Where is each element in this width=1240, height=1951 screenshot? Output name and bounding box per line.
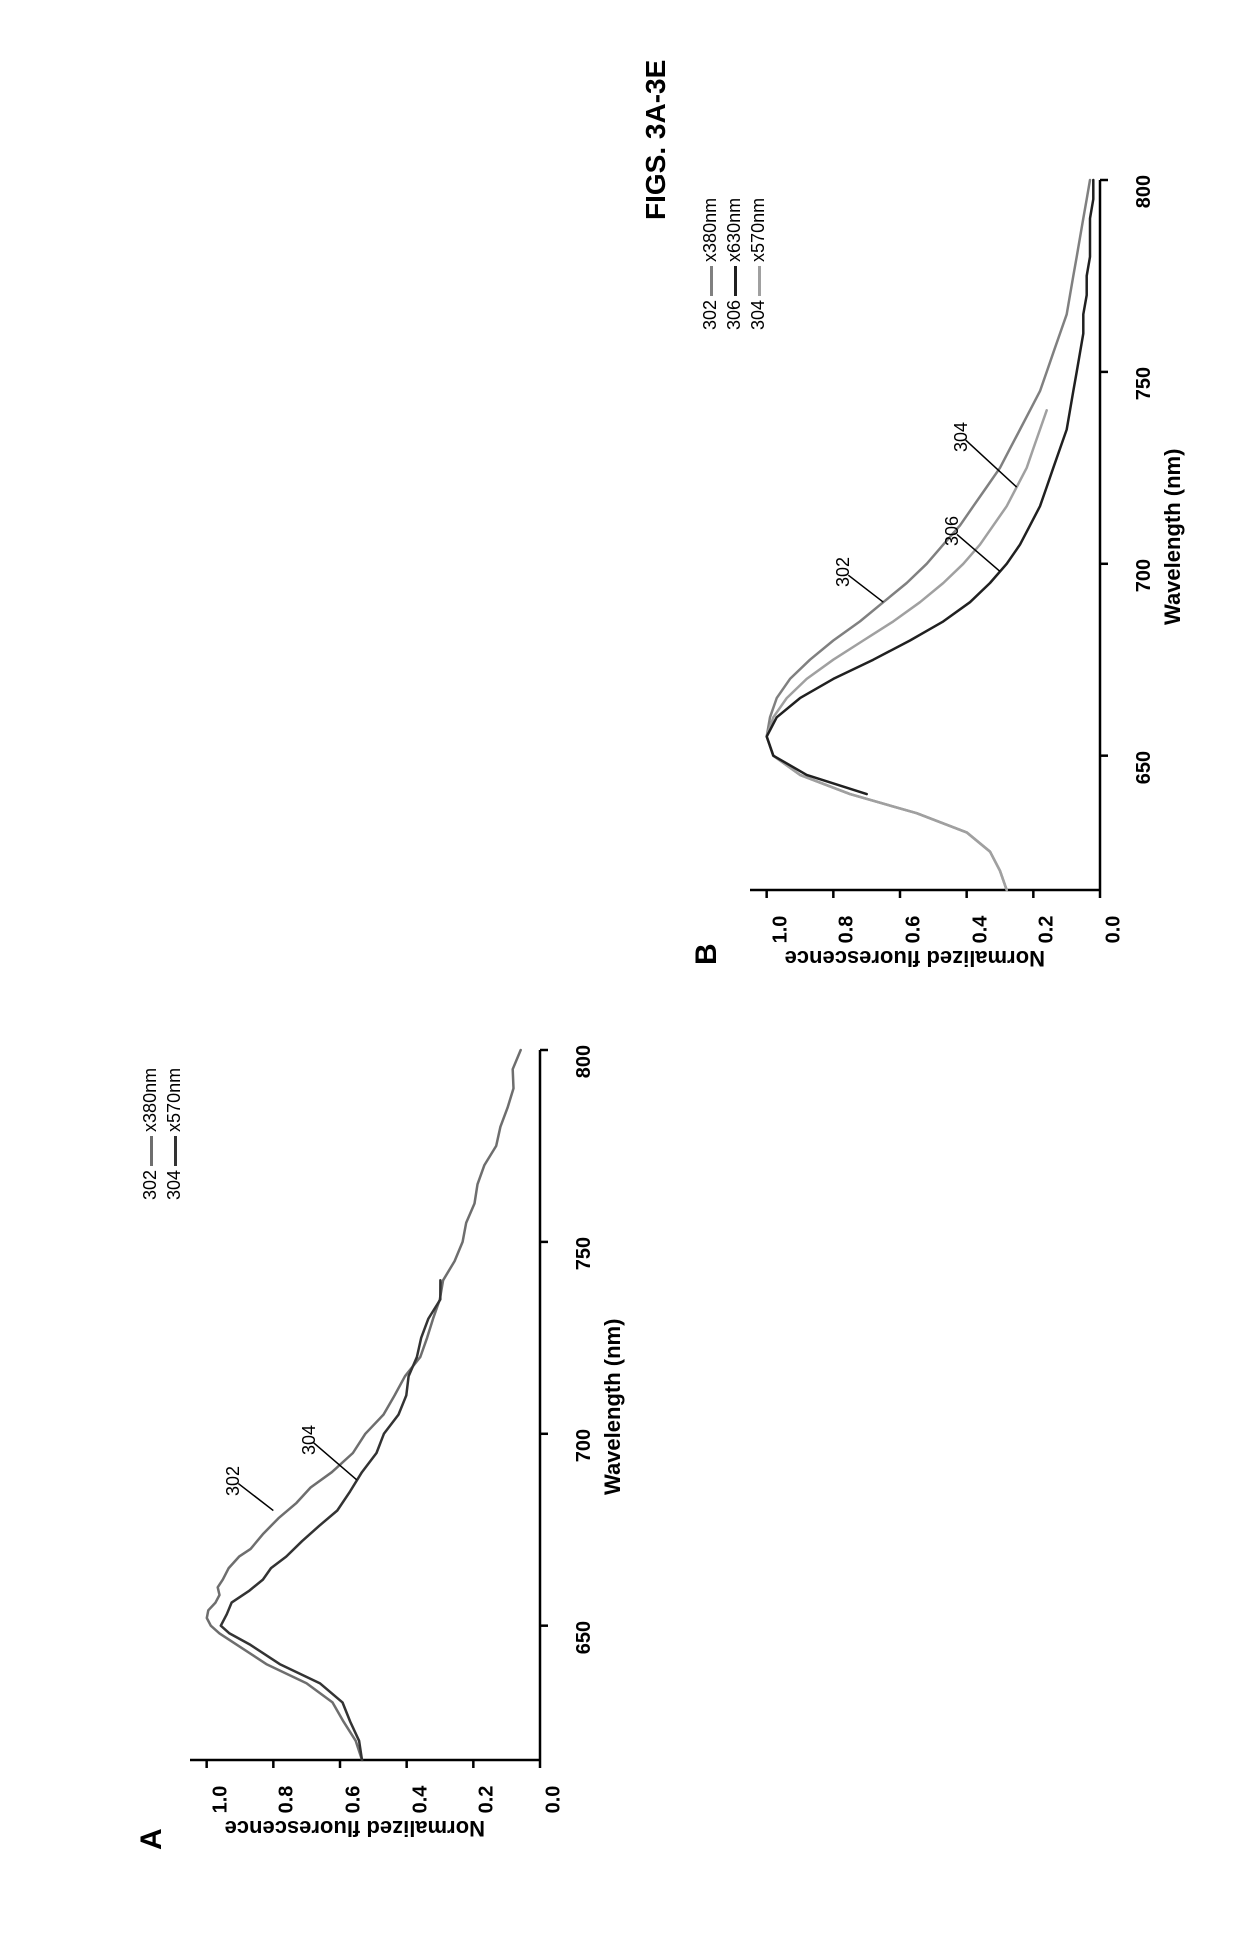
legend-suffix: x380nm xyxy=(140,1068,160,1132)
y-tick-label: 0.4 xyxy=(409,1786,432,1814)
legend-item: 302 x380nm xyxy=(140,1068,161,1200)
x-axis-label: Wavelength (nm) xyxy=(600,1319,626,1495)
x-axis-label: Wavelength (nm) xyxy=(1160,449,1186,625)
legend-suffix: x570nm xyxy=(164,1068,184,1132)
legend-prefix: 302 xyxy=(140,1170,160,1200)
legend-suffix: x570nm xyxy=(748,198,768,262)
series-annotation: 304 xyxy=(951,422,972,452)
x-tick-label: 650 xyxy=(573,1620,596,1653)
y-tick-label: 1.0 xyxy=(209,1786,232,1814)
y-tick-label: 0.8 xyxy=(276,1786,299,1814)
legend-prefix: 302 xyxy=(700,300,720,330)
y-axis-label: Normalized fluorescence xyxy=(245,1815,485,1841)
y-tick-label: 0.2 xyxy=(1036,916,1059,944)
x-tick-label: 750 xyxy=(573,1237,596,1270)
x-tick-label: 700 xyxy=(573,1429,596,1462)
legend-item: 304 x570nm xyxy=(748,198,769,330)
y-axis-label: Normalized fluorescence xyxy=(805,945,1045,971)
figure-title: FIGS. 3A-3E xyxy=(640,60,672,220)
legend-line-swatch xyxy=(758,266,761,296)
y-tick-label: 0.6 xyxy=(902,916,925,944)
y-tick-label: 0.8 xyxy=(836,916,859,944)
legend-item: 302 x380nm xyxy=(700,198,721,330)
legend-item: 304 x570nm xyxy=(164,1068,185,1200)
x-tick-label: 800 xyxy=(1133,175,1156,208)
legend-prefix: 306 xyxy=(724,300,744,330)
y-tick-label: 0.4 xyxy=(969,916,992,944)
y-tick-label: 0.0 xyxy=(1102,916,1125,944)
legend-line-swatch xyxy=(150,1136,153,1166)
series-annotation: 304 xyxy=(299,1425,320,1455)
panel-a-label: A xyxy=(135,1828,169,1850)
legend-line-swatch xyxy=(710,266,713,296)
legend-line-swatch xyxy=(174,1136,177,1166)
x-tick-label: 700 xyxy=(1133,559,1156,592)
x-tick-label: 750 xyxy=(1133,367,1156,400)
legend-prefix: 304 xyxy=(164,1170,184,1200)
series-annotation: 302 xyxy=(833,557,854,587)
panel-a-text: A xyxy=(135,1828,168,1850)
x-tick-label: 800 xyxy=(573,1045,596,1078)
y-tick-label: 0.0 xyxy=(542,1786,565,1814)
y-tick-label: 1.0 xyxy=(769,916,792,944)
series-annotation: 302 xyxy=(223,1465,244,1495)
y-tick-label: 0.6 xyxy=(342,1786,365,1814)
legend-suffix: x380nm xyxy=(700,198,720,262)
legend-item: 306 x630nm xyxy=(724,198,745,330)
legend-suffix: x630nm xyxy=(724,198,744,262)
legend-prefix: 304 xyxy=(748,300,768,330)
y-tick-label: 0.2 xyxy=(476,1786,499,1814)
legend-line-swatch xyxy=(734,266,737,296)
x-tick-label: 650 xyxy=(1133,750,1156,783)
figure-title-text: FIGS. 3A-3E xyxy=(640,60,671,220)
series-annotation: 306 xyxy=(942,516,963,546)
